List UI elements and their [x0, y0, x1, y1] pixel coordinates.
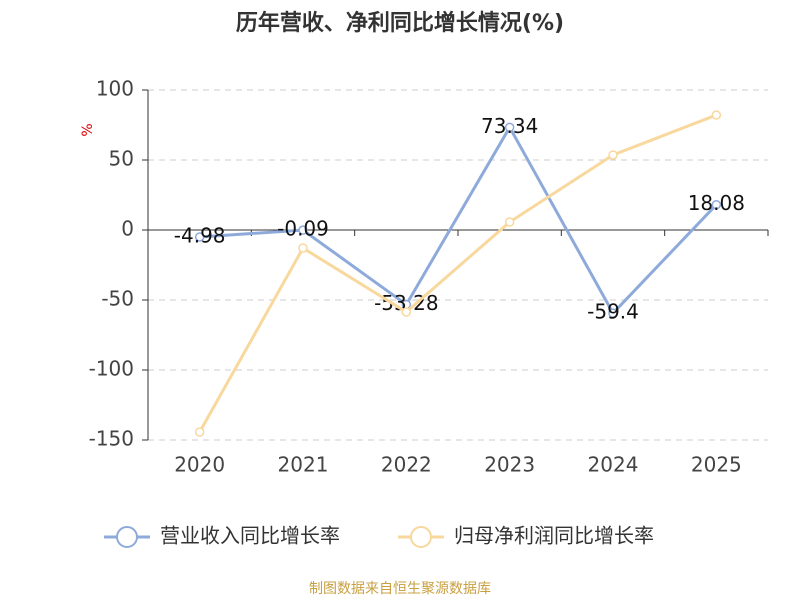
y-tick-label: -100 — [89, 357, 134, 381]
data-label: -59.4 — [587, 300, 639, 324]
data-point — [298, 225, 308, 235]
series-line — [199, 124, 718, 316]
data-point — [711, 110, 722, 120]
y-tick-label: 0 — [121, 217, 134, 241]
y-axis-label: % — [80, 123, 96, 136]
x-tick-label: 2024 — [588, 453, 639, 477]
legend-marker[interactable] — [410, 526, 432, 548]
legend-label[interactable]: 归母净利润同比增长率 — [454, 524, 654, 548]
data-label: -4.98 — [174, 223, 226, 247]
x-tick-label: 2021 — [278, 453, 329, 477]
legend-marker[interactable] — [116, 526, 138, 548]
source-note: 制图数据来自恒生聚源数据库 — [309, 581, 491, 597]
x-tick-label: 2023 — [484, 453, 535, 477]
x-tick-label: 2022 — [381, 453, 432, 477]
series-line — [198, 113, 717, 433]
y-tick-label: 100 — [96, 77, 134, 101]
data-label: -0.09 — [277, 217, 329, 241]
y-tick-label: 50 — [109, 147, 134, 171]
y-tick-label: -50 — [101, 287, 134, 311]
data-point — [504, 122, 515, 133]
data-point — [401, 307, 412, 317]
y-tick-label: -150 — [89, 427, 134, 451]
data-point — [711, 199, 722, 210]
data-label: 73.34 — [481, 114, 538, 138]
chart-title: 历年营收、净利同比增长情况(%) — [236, 10, 564, 36]
data-point — [194, 232, 205, 242]
data-label: 18.08 — [688, 191, 745, 215]
data-point — [504, 217, 515, 227]
legend-label[interactable]: 营业收入同比增长率 — [160, 524, 340, 548]
x-tick-label: 2025 — [691, 453, 742, 477]
data-point — [608, 308, 618, 318]
x-tick-label: 2020 — [174, 453, 225, 477]
data-point — [298, 243, 308, 253]
data-point — [608, 150, 618, 160]
data-point — [194, 427, 205, 437]
